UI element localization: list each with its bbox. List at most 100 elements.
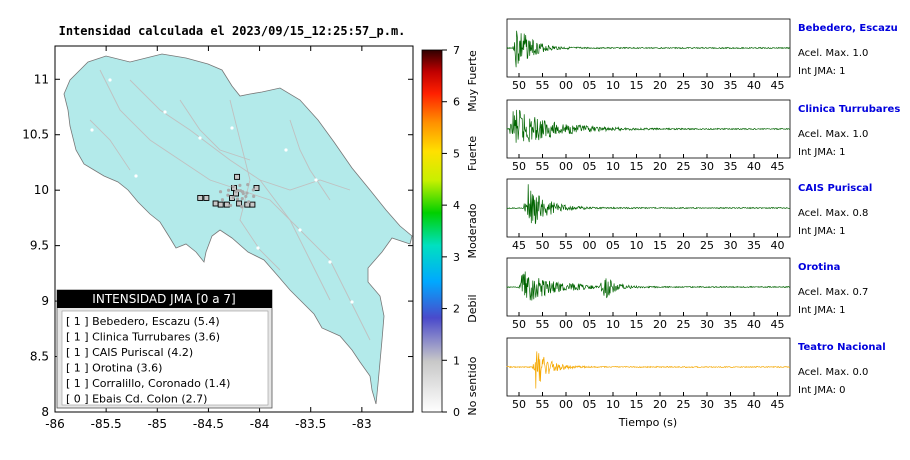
cluster-dot xyxy=(238,189,243,193)
waveform-tick-label: 35 xyxy=(724,79,738,92)
colorbar-intensity-label: No sentido xyxy=(466,356,479,415)
intensity-colorbar: 0 1 2 3 4 5 6 7 No sentido Debil Moderado Fuerte Mu… xyxy=(421,44,479,419)
waveform-tick-label: 05 xyxy=(583,398,597,411)
cluster-dot xyxy=(238,183,242,187)
map-y-tick-label: 9 xyxy=(41,294,49,308)
map-x-tick-label: -83 xyxy=(352,417,372,431)
waveform-tick-label: 35 xyxy=(724,398,738,411)
colorbar-tick-label: 1 xyxy=(453,354,460,367)
waveform-panels: 50 55 00 05 10 15 20 25 30 35 40 45 Bebedero, Escazu… xyxy=(506,18,900,411)
cluster-dot xyxy=(252,194,256,198)
waveform-tick-label: 55 xyxy=(559,239,573,252)
waveform-tick-label: 15 xyxy=(653,239,667,252)
colorbar-intensity-label: Fuerte xyxy=(466,136,479,171)
waveform-tick-label: 40 xyxy=(747,318,761,331)
waveform-tick-label: 10 xyxy=(630,239,644,252)
waveform-panel: 50 55 00 05 10 15 20 25 30 35 40 45 Bebedero, Escazu… xyxy=(506,18,898,92)
waveform-tick-label: 30 xyxy=(700,398,714,411)
colorbar-tick-label: 0 xyxy=(453,406,460,419)
waveform-trace xyxy=(506,184,791,225)
legend-entry: [ 1 ] Corralillo, Coronado (1.4) xyxy=(66,377,230,390)
cluster-dot xyxy=(245,191,249,195)
cluster-dot xyxy=(234,190,238,194)
station-name: Clinica Turrubares xyxy=(798,104,900,115)
waveform-tick-label: 45 xyxy=(771,160,785,173)
colorbar-intensity-label: Muy Fuerte xyxy=(466,50,479,112)
waveform-tick-label: 30 xyxy=(724,239,738,252)
legend-entry: [ 1 ] Clinica Turrubares (3.6) xyxy=(66,331,220,344)
waveform-tick-label: 25 xyxy=(677,398,691,411)
waveform-tick-label: 55 xyxy=(536,79,550,92)
waveform-panel: 50 55 00 05 10 15 20 25 30 35 40 45 Orotina Acel. Max… xyxy=(506,257,868,331)
waveform-tick-label: 50 xyxy=(512,160,526,173)
max-acceleration: Acel. Max. 0.8 xyxy=(798,208,868,219)
waveform-frame xyxy=(506,99,791,159)
waveform-tick-label: 50 xyxy=(512,79,526,92)
waveform-tick-label: 05 xyxy=(606,239,620,252)
waveform-panel: 50 55 00 05 10 15 20 25 30 35 40 45 Teatro Nacional A… xyxy=(506,337,886,411)
waveform-tick-label: 20 xyxy=(653,160,667,173)
waveform-tick-label: 10 xyxy=(606,398,620,411)
map-x-tick-label: -85.5 xyxy=(91,417,122,431)
legend-entry: [ 1 ] CAIS Puriscal (4.2) xyxy=(66,346,193,359)
legend-entry: [ 1 ] Orotina (3.6) xyxy=(66,362,162,375)
station-marker xyxy=(249,201,256,208)
jma-intensity: Int JMA: 1 xyxy=(798,226,846,237)
waveform-tick-label: 30 xyxy=(700,318,714,331)
jma-intensity: Int JMA: 0 xyxy=(798,385,846,396)
waveform-tick-label: 45 xyxy=(771,318,785,331)
cluster-dot xyxy=(226,193,230,197)
waveform-tick-label: 10 xyxy=(606,318,620,331)
waveform-tick-label: 20 xyxy=(677,239,691,252)
max-acceleration: Acel. Max. 1.0 xyxy=(798,48,868,59)
waveform-tick-label: 10 xyxy=(606,160,620,173)
station-marker xyxy=(217,201,224,208)
waveform-tick-label: 20 xyxy=(653,398,667,411)
map-y-tick-label: 11 xyxy=(34,72,49,86)
cluster-dot xyxy=(231,195,235,199)
cluster-dot xyxy=(246,183,250,187)
waveform-tick-label: 55 xyxy=(536,160,550,173)
max-acceleration: Acel. Max. 1.0 xyxy=(798,129,868,140)
waveform-tick-label: 00 xyxy=(559,79,573,92)
time-axis-label: Tiempo (s) xyxy=(618,416,677,429)
colorbar-intensity-label: Debil xyxy=(466,294,479,322)
waveform-tick-label: 25 xyxy=(677,160,691,173)
max-acceleration: Acel. Max. 0.0 xyxy=(798,367,868,378)
cluster-dot xyxy=(235,197,240,201)
waveform-panel: 50 55 00 05 10 15 20 25 30 35 40 45 Clinica Turrubar… xyxy=(506,99,900,173)
waveform-tick-label: 20 xyxy=(653,79,667,92)
waveform-trace xyxy=(506,109,791,143)
waveform-trace xyxy=(506,30,791,68)
waveform-tick-label: 30 xyxy=(700,79,714,92)
cluster-dot xyxy=(244,194,248,198)
station-marker xyxy=(234,173,241,180)
cluster-dot xyxy=(218,190,223,194)
jma-intensity: Int JMA: 1 xyxy=(798,147,846,158)
waveform-tick-label: 35 xyxy=(724,160,738,173)
waveform-tick-label: 25 xyxy=(700,239,714,252)
cluster-dot xyxy=(251,188,255,192)
waveform-tick-label: 25 xyxy=(677,318,691,331)
map-x-axis: -86 -85.5 -85 -84.5 -84 -83.5 -83 xyxy=(45,46,372,431)
jma-intensity: Int JMA: 1 xyxy=(798,66,846,77)
waveform-tick-label: 45 xyxy=(512,239,526,252)
road-network xyxy=(89,69,371,341)
cluster-dot xyxy=(226,188,231,192)
legend-entry: [ 0 ] Ebais Cd. Colon (2.7) xyxy=(66,393,207,406)
waveform-tick-label: 15 xyxy=(630,160,644,173)
intensity-legend: INTENSIDAD JMA [0 a 7] [ 1 ] Bebedero, E… xyxy=(56,289,273,409)
map-x-tick-label: -86 xyxy=(45,417,65,431)
station-marker xyxy=(212,200,219,207)
waveform-tick-label: 05 xyxy=(583,79,597,92)
colorbar-tick-label: 4 xyxy=(453,199,460,212)
station-marker xyxy=(223,201,230,208)
waveform-tick-label: 10 xyxy=(606,79,620,92)
waveform-tick-label: 15 xyxy=(630,79,644,92)
cluster-dot xyxy=(231,184,235,189)
waveform-trace xyxy=(506,271,791,301)
station-marker xyxy=(197,194,204,201)
map-x-tick-label: -83.5 xyxy=(295,417,326,431)
cluster-dot xyxy=(240,197,244,201)
